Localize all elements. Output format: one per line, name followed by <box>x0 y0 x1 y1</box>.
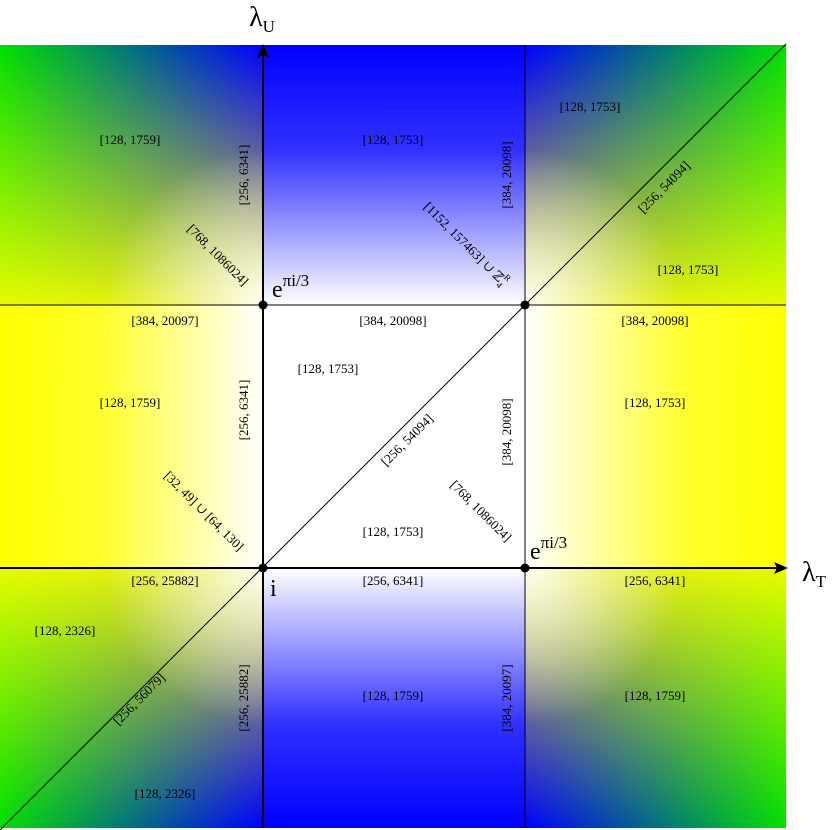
region-label: [128, 1753] <box>625 395 686 410</box>
region-label: [128, 1759] <box>363 688 424 703</box>
label-part: [128, 1759] <box>363 688 424 703</box>
region-label: [384, 20098] <box>499 141 514 208</box>
region-label: [384, 20098] <box>499 398 514 465</box>
region-label: [256, 54094] <box>378 411 436 469</box>
region-label: [384, 20097] <box>131 313 198 328</box>
point-label: i <box>270 576 277 602</box>
region-label: [128, 2326] <box>135 786 196 801</box>
region-label: [768, 1086024] <box>447 477 514 544</box>
point-label: eπi/3 <box>530 533 567 565</box>
label-part: [128, 1753] <box>625 395 686 410</box>
region-label: [256, 6341] <box>625 573 686 588</box>
region-label: [384, 20098] <box>621 313 688 328</box>
label-part: [256, 6341] <box>363 573 424 588</box>
label-part: [128, 1759] <box>100 132 161 147</box>
region-label: [128, 1753] <box>363 524 424 539</box>
label-part: [384, 20098] <box>359 313 426 328</box>
label-part: [384, 20098] <box>621 313 688 328</box>
label-part: [128, 1759] <box>625 688 686 703</box>
label-part: [256, 6341] <box>236 145 251 206</box>
region-label: [256, 6341] <box>236 380 251 441</box>
label-part: [768, 1086024] <box>447 477 514 544</box>
label-part: [256, 25882] <box>236 664 251 731</box>
label-part: R <box>502 272 513 283</box>
label-part: [128, 2326] <box>135 786 196 801</box>
region-label: [384, 20097] <box>499 664 514 731</box>
region-label: [128, 1759] <box>100 132 161 147</box>
label-part: [256, 6341] <box>625 573 686 588</box>
label-part: [128, 1753] <box>658 262 719 277</box>
label-part: [384, 20098] <box>499 141 514 208</box>
label-part: [384, 20097] <box>499 664 514 731</box>
region-label: [128, 1753] <box>363 132 424 147</box>
label-part: [384, 20098] <box>499 398 514 465</box>
region-label: [128, 1753] <box>658 262 719 277</box>
region-label: [256, 6341] <box>363 573 424 588</box>
label-part: [128, 1759] <box>100 395 161 410</box>
label-part: [384, 20097] <box>131 313 198 328</box>
label-part: [256, 54094] <box>378 411 436 469</box>
region-label: [128, 2326] <box>35 623 96 638</box>
label-part: [128, 1753] <box>363 132 424 147</box>
label-part: 4 <box>494 280 505 291</box>
label-part: [128, 2326] <box>35 623 96 638</box>
label-part: [128, 1753] <box>560 99 621 114</box>
label-part: [256, 25882] <box>131 573 198 588</box>
region-label: [128, 1759] <box>100 395 161 410</box>
region-label: [256, 25882] <box>236 664 251 731</box>
region-label: [128, 1753] <box>298 361 359 376</box>
lines <box>0 43 787 830</box>
label-part: [128, 1753] <box>363 524 424 539</box>
label-part: [256, 6341] <box>236 380 251 441</box>
point-label: eπi/3 <box>272 271 309 303</box>
x-arrow <box>774 562 788 574</box>
label-part: [128, 1753] <box>298 361 359 376</box>
region-label: [256, 25882] <box>131 573 198 588</box>
region-label: [256, 6341] <box>236 145 251 206</box>
y-arrow <box>257 44 269 58</box>
x-axis-label: λT <box>802 557 827 590</box>
region-label: [128, 1753] <box>560 99 621 114</box>
points <box>258 300 530 573</box>
region-label: [128, 1759] <box>625 688 686 703</box>
region-label: [384, 20098] <box>359 313 426 328</box>
background <box>0 45 786 828</box>
y-axis-label: λU <box>249 2 275 35</box>
